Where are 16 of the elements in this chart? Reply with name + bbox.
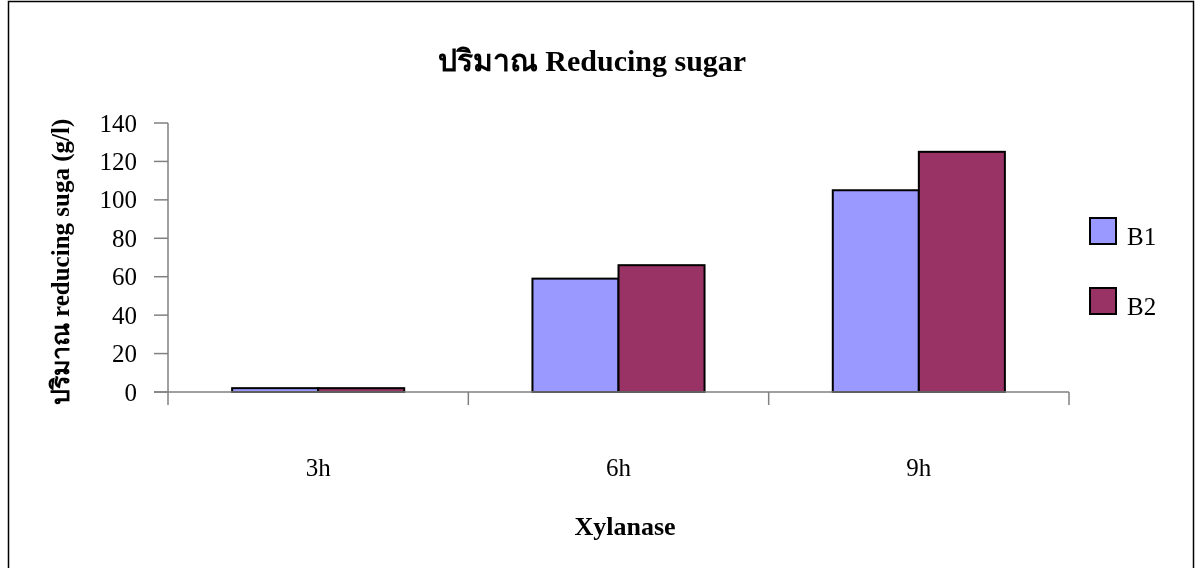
- y-tick-label: 120: [99, 147, 137, 175]
- y-tick-label: 0: [124, 378, 137, 406]
- y-tick-label: 40: [112, 301, 137, 329]
- y-tick-label: 140: [99, 109, 137, 137]
- x-tick-label: 6h: [606, 454, 632, 481]
- y-tick-label: 60: [112, 263, 137, 291]
- y-tick-label: 20: [112, 340, 137, 368]
- y-tick-label: 80: [112, 224, 137, 252]
- x-tick-label: 3h: [305, 454, 332, 481]
- legend-label: B1: [1127, 223, 1157, 250]
- chart-title: ปริมาณ Reducing sugar: [437, 44, 747, 77]
- y-tick-label: 100: [99, 186, 137, 214]
- y-axis-title: ปริมาณ reducing suga (g/l): [47, 118, 75, 406]
- x-axis-title: Xylanase: [574, 512, 676, 541]
- x-tick-label: 9h: [906, 454, 932, 481]
- legend-label: B2: [1127, 293, 1157, 320]
